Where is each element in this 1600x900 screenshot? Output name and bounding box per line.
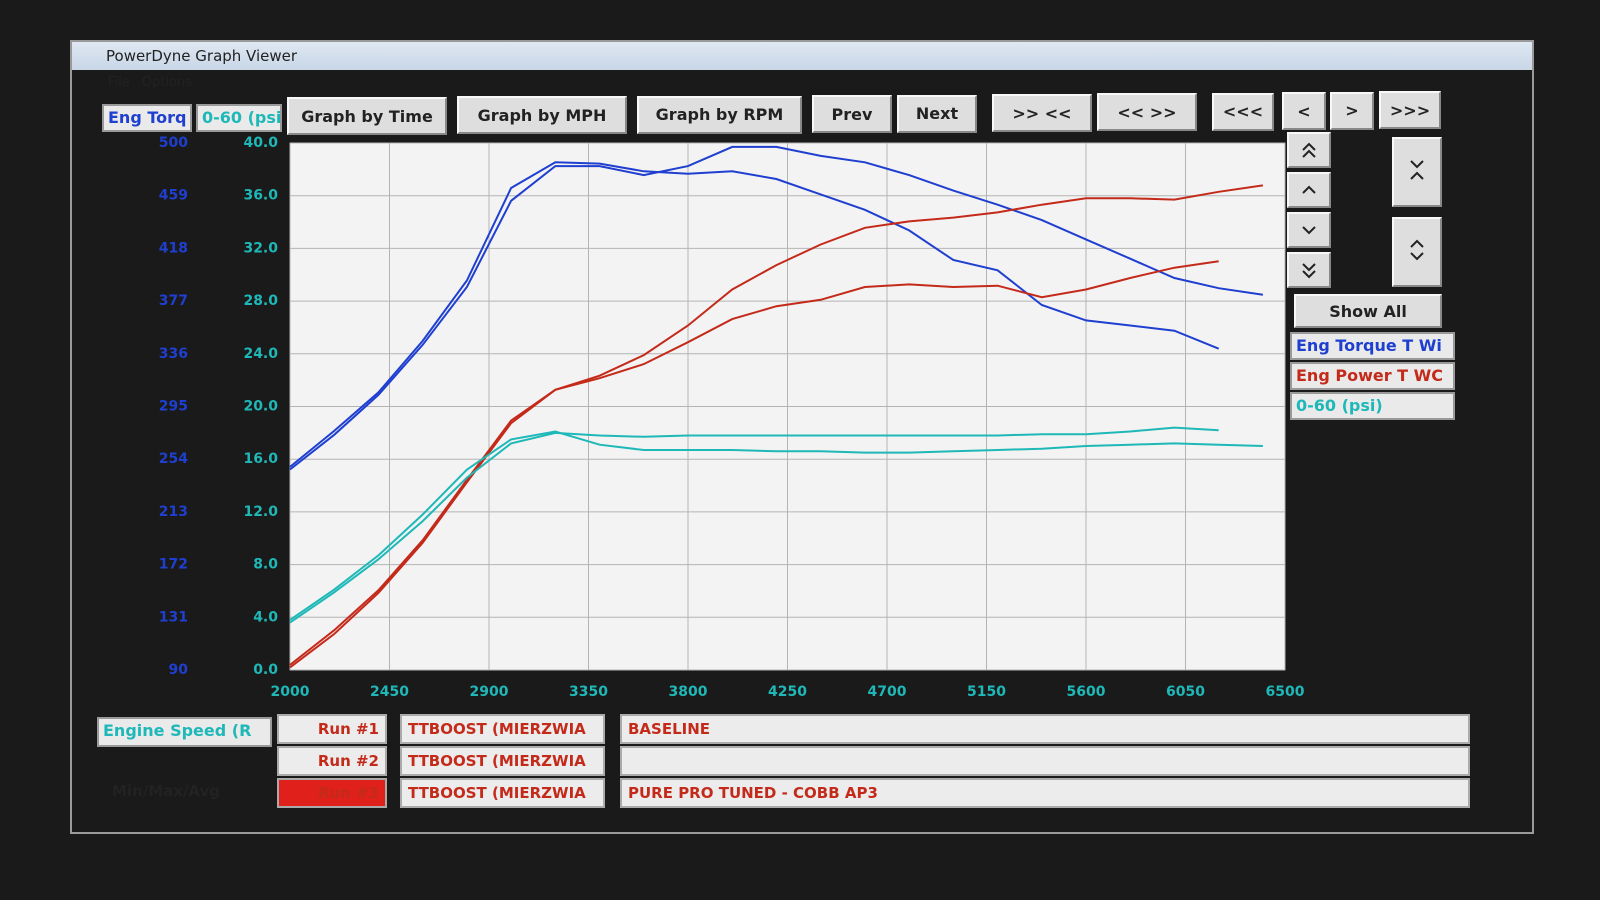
y-tick-label: 336 <box>159 346 188 362</box>
y2-tick-label: 24.0 <box>243 346 278 362</box>
icon <box>1302 226 1316 235</box>
series-line <box>289 430 1263 621</box>
y-tick-label: 131 <box>159 609 188 625</box>
run-note: BASELINE <box>620 714 1470 744</box>
toolbar-button[interactable]: < <box>1282 92 1326 131</box>
series-line <box>289 184 1264 666</box>
run-vehicle: TTBOOST (MIERZWIA <box>400 746 605 776</box>
y-tick-label: 418 <box>159 240 188 256</box>
x-tick-label: 4700 <box>868 684 907 700</box>
zoom-out-button[interactable] <box>1392 217 1442 287</box>
y2-tick-label: 32.0 <box>243 240 278 256</box>
y-tick-label: 377 <box>159 293 188 309</box>
y-tick-label: 459 <box>159 188 188 204</box>
scroll-bottom-button[interactable] <box>1287 252 1331 288</box>
min-max-avg: Min/Max/Avg <box>112 782 221 800</box>
y2-axis-label: 0-60 (psi) <box>196 104 282 132</box>
x-tick-label: 3350 <box>569 684 608 700</box>
app-window: PowerDyne Graph Viewer File Options Eng T… <box>70 40 1534 834</box>
toolbar-button[interactable]: >> << <box>992 94 1092 132</box>
toolbar-button[interactable]: << >> <box>1097 93 1197 132</box>
x-tick-label: 2000 <box>271 684 310 700</box>
y-tick-label: 90 <box>169 662 189 678</box>
y2-tick-label: 36.0 <box>243 188 278 204</box>
series-line <box>289 145 1264 471</box>
toolbar-button[interactable]: > <box>1330 91 1374 130</box>
legend-entry: Eng Torque T Wi <box>1290 332 1455 360</box>
y-tick-label: 172 <box>159 557 188 573</box>
scroll-top-button[interactable] <box>1287 132 1331 168</box>
menu-bar: File Options <box>72 72 1532 94</box>
x-tick-label: 2450 <box>370 684 409 700</box>
legend-entry: Eng Power T WC <box>1290 362 1455 390</box>
toolbar-button[interactable]: Graph by Time <box>287 97 447 135</box>
title-bar: PowerDyne Graph Viewer <box>72 42 1532 70</box>
y-axis-label: Eng Torq <box>102 104 192 132</box>
y2-tick-label: 12.0 <box>243 504 278 520</box>
series-line <box>289 426 1219 624</box>
y2-tick-label: 20.0 <box>243 399 278 415</box>
y-tick-label: 213 <box>159 504 188 520</box>
x-tick-label: 6050 <box>1166 684 1205 700</box>
x-tick-label: 2900 <box>470 684 509 700</box>
run-label: Run #2 <box>277 746 387 776</box>
menu-item[interactable]: File <box>108 75 130 90</box>
toolbar-button[interactable]: >>> <box>1379 91 1441 129</box>
menu-item[interactable]: Options <box>141 75 192 90</box>
run-label: Run #1 <box>277 714 387 744</box>
toolbar-button[interactable]: Graph by RPM <box>637 95 802 134</box>
icon <box>1302 185 1316 194</box>
legend-entry: 0-60 (psi) <box>1290 392 1455 420</box>
x-tick-label: 6500 <box>1266 684 1305 700</box>
run-vehicle: TTBOOST (MIERZWIA <box>400 714 605 744</box>
show-all-button[interactable]: Show All <box>1294 294 1442 328</box>
toolbar-button[interactable]: <<< <box>1212 92 1274 131</box>
scroll-up-button[interactable] <box>1287 172 1331 208</box>
y2-tick-label: 0.0 <box>253 662 278 678</box>
x-axis-label: Engine Speed (R <box>97 717 272 747</box>
x-tick-label: 3800 <box>669 684 708 700</box>
run-vehicle: TTBOOST (MIERZWIA <box>400 778 605 808</box>
run-note <box>620 746 1470 776</box>
series-line <box>289 260 1219 669</box>
scroll-down-button[interactable] <box>1287 212 1331 248</box>
icon <box>1410 160 1424 180</box>
zoom-in-button[interactable] <box>1392 137 1442 207</box>
series-line <box>289 161 1220 468</box>
x-tick-label: 4250 <box>768 684 807 700</box>
x-tick-label: 5150 <box>967 684 1006 700</box>
y-tick-label: 295 <box>159 399 188 415</box>
y2-tick-label: 28.0 <box>243 293 278 309</box>
y-tick-label: 500 <box>159 135 188 151</box>
y2-tick-label: 4.0 <box>253 609 278 625</box>
y2-tick-label: 40.0 <box>243 135 278 151</box>
y2-tick-label: 16.0 <box>243 451 278 467</box>
toolbar-button[interactable]: Prev <box>812 95 892 134</box>
y-tick-label: 254 <box>159 451 188 467</box>
icon <box>1302 142 1316 158</box>
x-tick-label: 5600 <box>1067 684 1106 700</box>
run-label: Run #3 <box>277 778 387 808</box>
window-title: PowerDyne Graph Viewer <box>106 47 298 65</box>
y2-tick-label: 8.0 <box>253 557 278 573</box>
icon <box>1302 263 1316 279</box>
run-note: PURE PRO TUNED - COBB AP3 <box>620 778 1470 808</box>
icon <box>1410 239 1424 261</box>
toolbar-button[interactable]: Graph by MPH <box>457 96 627 135</box>
toolbar-button[interactable]: Next <box>897 94 977 133</box>
